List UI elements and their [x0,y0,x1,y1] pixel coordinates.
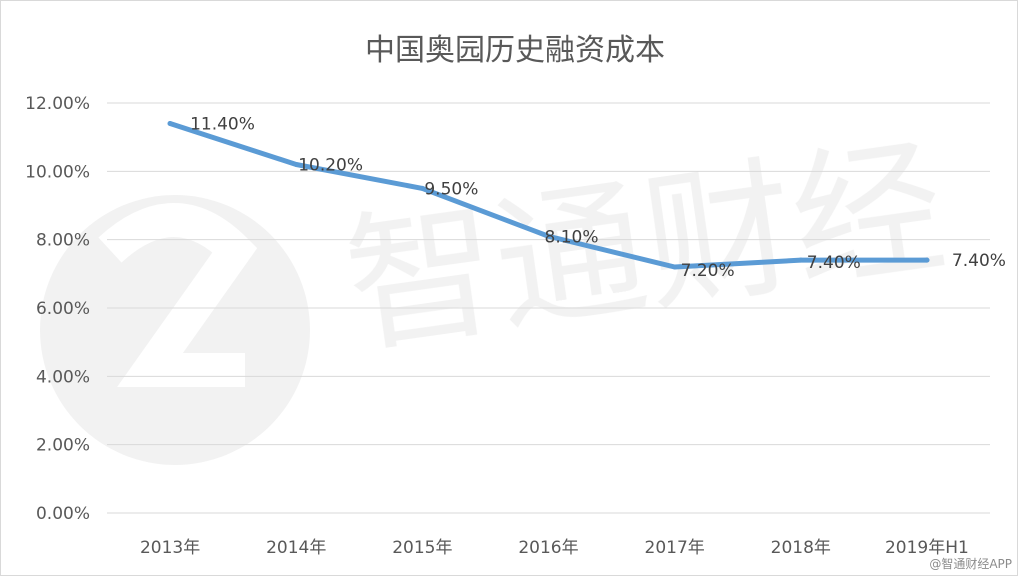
x-tick-label: 2013年 [140,538,200,558]
gridlines [107,102,990,514]
x-axis-tick-labels: 2013年 2014年 2015年 2016年 2017年 2018年 2019年H1 [140,538,969,558]
data-point [419,185,425,191]
data-label: 11.40% [190,115,255,135]
watermark-text: 智通财经 [336,120,954,376]
y-axis-tick-labels: 0.00% 2.00% 4.00% 6.00% 8.00% 10.00% 12.00% [25,94,90,524]
series-line-group [167,121,930,270]
data-point [924,257,930,263]
y-tick-label: 8.00% [36,231,90,251]
y-tick-label: 2.00% [36,436,90,456]
y-tick-label: 10.00% [25,162,90,182]
y-tick-label: 12.00% [25,94,90,114]
data-labels: 11.40% 10.20% 9.50% 8.10% 7.20% 7.40% 7.40% [190,115,1006,282]
x-tick-label: 2015年 [392,538,452,558]
data-point [167,121,173,126]
data-label: 7.40% [952,251,1006,271]
data-point [798,257,804,263]
data-label: 10.20% [298,156,363,176]
data-point [672,264,678,270]
data-label: 8.10% [545,227,599,247]
y-tick-label: 6.00% [36,299,90,319]
y-tick-label: 4.00% [36,367,90,387]
x-tick-label: 2014年 [266,538,326,558]
y-tick-label: 0.00% [36,504,90,524]
data-point [293,162,299,167]
data-point [546,233,551,239]
x-tick-label: 2017年 [645,538,705,558]
data-label: 9.50% [424,179,478,199]
x-tick-label: 2018年 [771,538,831,558]
chart-title: 中国奥园历史融资成本 [365,33,665,68]
corner-watermark: @智通财经APP [929,556,1012,571]
data-label: 7.20% [681,261,735,281]
data-label: 7.40% [807,253,861,273]
zhitong-logo-icon [40,195,310,465]
x-tick-label: 2016年 [518,538,578,558]
x-tick-label: 2019年H1 [885,538,969,558]
